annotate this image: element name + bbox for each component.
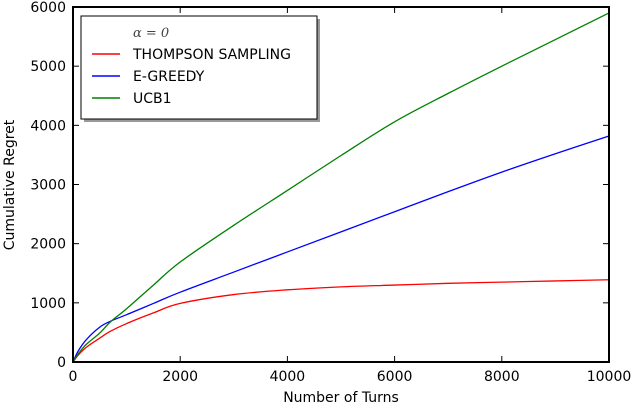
legend-item: E-GREEDY [92,69,205,85]
x-tick-label: 4000 [270,369,306,385]
legend-label: THOMPSON SAMPLING [132,47,291,63]
legend-title: α = 0 [133,26,169,41]
y-tick-label: 3000 [30,178,66,194]
series-line-thompson-sampling [72,279,610,363]
legend-item: UCB1 [92,91,172,107]
y-tick-label: 0 [57,355,66,371]
legend-item: THOMPSON SAMPLING [92,47,291,63]
x-tick-label: 8000 [484,369,520,385]
y-tick-label: 2000 [30,237,66,253]
y-tick-label: 1000 [30,296,66,312]
y-axis-label: Cumulative Regret [2,119,18,250]
x-tick-label: 2000 [162,369,198,385]
y-tick-label: 6000 [30,0,66,16]
series-lines [72,12,610,363]
y-tick-label: 5000 [30,59,66,75]
x-axis-label: Number of Turns [283,390,399,406]
legend-label: E-GREEDY [133,69,205,85]
legend-label: UCB1 [133,91,172,107]
series-line-e-greedy [72,135,610,363]
axis-ticks: 0 2000 4000 6000 8000 10000 0 1000 2000 3000 4000 5… [30,0,631,385]
legend: α = 0 THOMPSON SAMPLING E-GREEDY UCB1 [80,15,320,122]
x-tick-label: 0 [69,369,78,385]
x-tick-label: 10000 [587,369,632,385]
x-tick-label: 6000 [377,369,413,385]
legend-items: THOMPSON SAMPLING E-GREEDY UCB1 [92,47,291,107]
legend-box [80,15,318,120]
series-line-ucb1 [72,12,610,363]
y-tick-label: 4000 [30,118,66,134]
